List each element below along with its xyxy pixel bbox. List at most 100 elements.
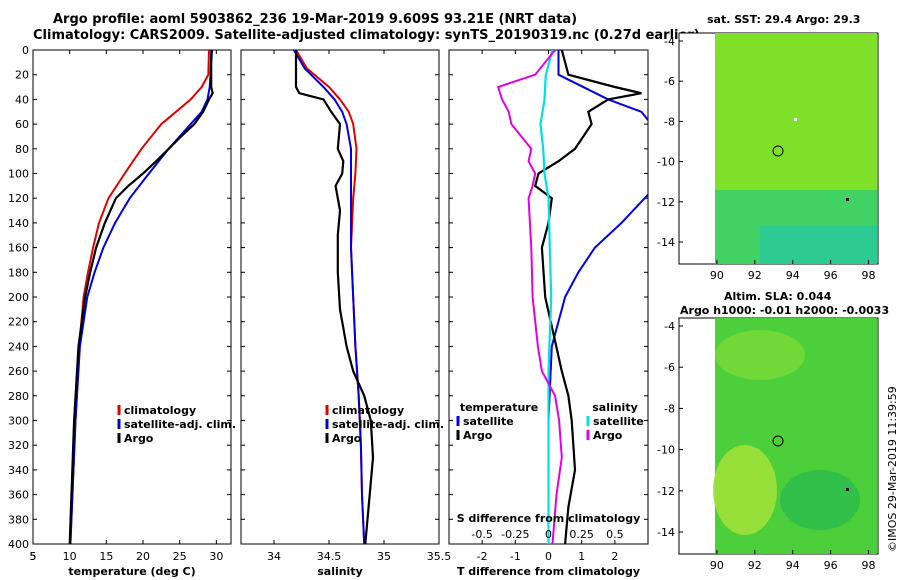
figure-title-line1: Argo profile: aoml 5903862_236 19-Mar-20… [53, 12, 578, 27]
argo-position-marker-sla [772, 435, 784, 447]
map-x-tick-label: 96 [824, 559, 838, 572]
map-x-tick-label: 92 [748, 269, 762, 282]
sst-map [678, 32, 879, 265]
sla-point-marker [846, 488, 849, 491]
y-tick-label: 240 [8, 340, 29, 353]
x-tick-label: 20 [136, 550, 150, 563]
y-tick-label: 20 [15, 69, 29, 82]
x-tick-label: -1 [510, 550, 521, 563]
y-tick-label: 400 [8, 538, 29, 551]
y-tick-label: 280 [8, 390, 29, 403]
sla-map-title-line2: Argo h1000: -0.01 h2000: -0.0033 [680, 304, 890, 317]
secondary-tick-label: -0.5 [471, 528, 492, 541]
panel-1: 0 20 40 60 80 100 120 140 160 180 200 220 240 260 280 3… [8, 44, 236, 578]
y-tick-label: 60 [15, 118, 29, 131]
legend-label: Argo [593, 429, 623, 442]
x-tick-label: 2 [611, 550, 618, 563]
legend-label: satellite [463, 415, 514, 428]
secondary-tick-label: -0.25 [501, 528, 529, 541]
sst-map-title: sat. SST: 29.4 Argo: 29.3 [707, 13, 861, 26]
legend-title-salinity: salinity [592, 401, 638, 414]
series-line-t-argo [533, 50, 642, 544]
series-group [292, 50, 375, 544]
y-tick-label: 180 [8, 266, 29, 279]
x-tick-label: 35 [377, 550, 391, 563]
series-group [496, 50, 648, 544]
secondary-axis-label: S difference from climatology [457, 512, 641, 525]
y-tick-label: 100 [8, 168, 29, 181]
map-x-tick-label: 94 [786, 269, 800, 282]
map-y-tick-label: -14 [657, 236, 675, 249]
legend-label: climatology [124, 404, 196, 417]
legend-label: climatology [332, 404, 404, 417]
map-x-tick-label: 98 [862, 269, 876, 282]
map-x-tick-label: 96 [824, 269, 838, 282]
series-line-s-argo [496, 50, 563, 544]
x-tick-label: 30 [209, 550, 223, 563]
argo-position-marker [772, 145, 784, 157]
y-tick-label: 360 [8, 489, 29, 502]
map-y-tick-label: -12 [657, 196, 675, 209]
y-tick-label: 160 [8, 242, 29, 255]
x-tick-label: 1 [578, 550, 585, 563]
series-line-argo [294, 50, 375, 544]
panel-2: 34 34.5 35 35.5 salinity climatologysatellite… [240, 49, 451, 578]
legend-label: satellite-adj. clim. [332, 418, 444, 431]
secondary-tick-label: 0 [545, 528, 552, 541]
map-x-tick-label: 94 [786, 559, 800, 572]
map-y-tick-label: -10 [657, 156, 675, 169]
series-line-t-satellite [547, 50, 648, 544]
series-group [68, 50, 214, 544]
x-tick-label: 0 [545, 550, 552, 563]
map-x-tick-label: 98 [862, 559, 876, 572]
map-y-tick-label: -12 [657, 485, 675, 498]
legend-label: Argo [124, 432, 154, 445]
x-axis-label: temperature (deg C) [68, 565, 195, 578]
y-tick-label: 300 [8, 415, 29, 428]
y-tick-label: 260 [8, 365, 29, 378]
x-tick-label: 5 [30, 550, 37, 563]
legend-title-temperature: temperature [460, 401, 538, 414]
secondary-tick-label: 0.5 [606, 528, 624, 541]
map-y-tick-label: -4 [664, 35, 675, 48]
x-axis-label: salinity [317, 565, 363, 578]
map-y-tick-label: -14 [657, 526, 675, 539]
y-tick-label: 0 [22, 44, 29, 57]
y-tick-label: 340 [8, 464, 29, 477]
map-y-tick-label: -4 [664, 320, 675, 333]
series-line-satellite-adj.-clim. [292, 50, 366, 544]
map-y-tick-label: -8 [664, 115, 675, 128]
plot-frame [32, 49, 232, 545]
map-y-tick-label: -10 [657, 444, 675, 457]
map-point-marker [846, 198, 849, 201]
x-tick-label: 25 [173, 550, 187, 563]
sla-high-patch-2 [715, 330, 805, 380]
x-tick-label: 5 [30, 550, 37, 563]
x-tick-label: 10 [63, 550, 77, 563]
sst-map-axes: 90 92 94 96 98 -4 -6 -8 -10 -12 -14 [657, 35, 875, 282]
series-line-satellite-adj.-clim. [69, 50, 213, 544]
map-x-tick-label: 90 [710, 269, 724, 282]
legend-label: satellite-adj. clim. [124, 418, 236, 431]
sla-map-title-line1: Altim. SLA: 0.044 [724, 290, 832, 303]
sst-map-field-southeast [760, 225, 877, 264]
map-y-tick-label: -6 [664, 361, 675, 374]
y-tick-label: 80 [15, 143, 29, 156]
series-line-argo [68, 50, 214, 544]
map-y-tick-label: -6 [664, 75, 675, 88]
y-tick-label: 220 [8, 316, 29, 329]
figure-title-line2: Climatology: CARS2009. Satellite-adjuste… [33, 28, 700, 43]
legend-label: satellite [593, 415, 644, 428]
sla-map [678, 317, 879, 555]
y-tick-label: 140 [8, 217, 29, 230]
sla-low-patch [780, 470, 860, 530]
y-tick-label: 200 [8, 291, 29, 304]
panel-3: -2 -1 0 1 2 T difference from climatology temp… [448, 49, 649, 578]
y-tick-label: 40 [15, 93, 29, 106]
sla-high-patch [713, 445, 777, 535]
map-x-tick-label: 92 [748, 559, 762, 572]
map-y-tick-label: -8 [664, 402, 675, 415]
map-x-tick-label: 90 [710, 559, 724, 572]
